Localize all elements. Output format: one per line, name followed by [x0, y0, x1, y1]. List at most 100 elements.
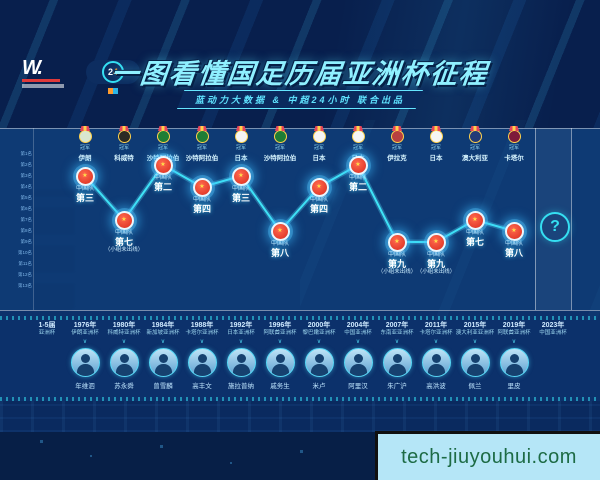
- champion-entry: 冠军日本: [297, 126, 341, 162]
- y-axis-label: 第5名: [20, 195, 32, 200]
- timeline-year: 2019年: [502, 322, 526, 329]
- pixel-dust: [40, 440, 43, 443]
- champion-tag: 冠军: [157, 145, 168, 151]
- coach-name: 高丰文: [192, 383, 212, 390]
- timeline-year: 1996年: [268, 322, 292, 329]
- point-team-label: 中国队: [387, 252, 406, 258]
- timeline-year: 2023年: [541, 322, 565, 329]
- y-axis-label: 第10名: [17, 250, 32, 255]
- flag-star-icon: ★: [277, 228, 283, 234]
- coach-name: 米卢: [312, 383, 326, 390]
- coach-photo: [382, 348, 412, 377]
- timeline-year: 1976年: [73, 322, 97, 329]
- timeline-column: 2011年 卡塔尔亚洲杯 ∨ 高洪波: [414, 322, 458, 390]
- y-axis-label: 第12名: [17, 272, 32, 277]
- champion-medal-icon: [390, 126, 404, 143]
- timeline-year: 1984年: [151, 322, 175, 329]
- timeline-column: 1976年 伊朗亚洲杯 ∨ 年维泗: [63, 322, 107, 390]
- coach-photo: [148, 348, 178, 377]
- coach-photo-torso: [466, 364, 484, 376]
- brand-logo-underline: [22, 79, 60, 82]
- china-flag-point: ★: [426, 232, 446, 252]
- timeline-column: 1984年 新加坡亚洲杯 ∨ 曾雪麟: [141, 322, 185, 390]
- point-team-label: 中国队: [309, 197, 328, 203]
- flag-star-icon: ★: [355, 162, 361, 168]
- timeline-column: 2015年 澳大利亚亚洲杯 ∨ 佩兰: [453, 322, 497, 390]
- champion-country: 日本: [429, 155, 443, 162]
- champion-medal-icon: [351, 126, 365, 143]
- medal-ribbon: [119, 126, 129, 131]
- champion-country: 伊朗: [78, 155, 92, 162]
- flag-star-icon: ★: [394, 239, 400, 245]
- champion-tag: 冠军: [274, 145, 285, 151]
- coach-photo-torso: [388, 364, 406, 376]
- timeline-column: 1-5届 亚洲杯: [25, 322, 69, 337]
- champion-country: 澳大利亚: [462, 155, 488, 162]
- brand-logo-subtext: [22, 84, 64, 88]
- point-label: 中国队 第二: [125, 175, 201, 192]
- champion-tag: 冠军: [79, 145, 90, 151]
- timeline-event: 黎巴嫩亚洲杯: [302, 330, 336, 336]
- china-flag-point: ★: [192, 177, 212, 197]
- champion-entry: 冠军日本: [219, 126, 263, 162]
- champion-entry: 冠军 卡塔尔: [492, 126, 536, 162]
- china-flag-point: ★: [387, 232, 407, 252]
- medal-ribbon: [470, 126, 480, 131]
- y-axis-label: 第11名: [18, 261, 32, 266]
- champion-medal-icon: [195, 126, 209, 143]
- point-team-label: 中国队: [75, 186, 94, 192]
- point-team-label: 中国队: [114, 230, 133, 236]
- timeline-column: 1988年 卡塔尔亚洲杯 ∨ 高丰文: [180, 322, 224, 390]
- coach-photo-head: [236, 354, 246, 363]
- point-team-label: 中国队: [465, 230, 484, 236]
- champion-entry: 冠军 伊拉克: [375, 126, 419, 162]
- timeline-column: 1980年 科威特亚洲杯 ∨ 苏永舜: [102, 322, 146, 390]
- y-axis-label: 第13名: [17, 283, 32, 288]
- timeline-event: 日本亚洲杯: [227, 330, 255, 336]
- point-label: 中国队 第九 （小组未出线）: [359, 252, 435, 276]
- coach-photo-head: [80, 354, 90, 363]
- timeline-column: 1996年 阿联酋亚洲杯 ∨ 戚务生: [258, 322, 302, 390]
- point-rank-label: 第八: [270, 248, 289, 258]
- champion-entry: 冠军沙特阿拉伯: [258, 126, 302, 162]
- coach-photo-torso: [310, 364, 328, 376]
- flag-star-icon: ★: [121, 217, 127, 223]
- point-label: 中国队 第七: [437, 230, 513, 247]
- medal-ribbon: [353, 126, 363, 131]
- china-flag-point: ★: [270, 221, 290, 241]
- coach-name: 苏永舜: [114, 383, 134, 390]
- timeline-event: 亚洲杯: [38, 330, 56, 336]
- coach-name: 佩兰: [468, 383, 482, 390]
- coach-photo: [304, 348, 334, 377]
- point-rank-label: 第八: [504, 248, 523, 258]
- pixel-dust: [300, 450, 303, 453]
- point-team-label: 中国队: [426, 252, 445, 258]
- point-rank-label: 第二: [153, 182, 172, 192]
- champion-tag: 冠军: [508, 145, 519, 151]
- chevron-down-icon: ∨: [355, 339, 361, 345]
- coach-photo-head: [197, 354, 207, 363]
- partner-flag-icon: [108, 88, 118, 94]
- china-flag-point: ★: [348, 155, 368, 175]
- coach-photo-head: [353, 354, 363, 363]
- 24-hours-badge-icon: 2 4: [102, 61, 124, 83]
- y-axis-label: 第4名: [20, 184, 32, 189]
- champion-country: 沙特阿拉伯: [185, 155, 219, 162]
- champion-country: 伊拉克: [387, 155, 407, 162]
- coach-photo-torso: [115, 364, 133, 376]
- future-question-mark: ?: [540, 212, 570, 242]
- coach-photo-head: [392, 354, 402, 363]
- chevron-down-icon: ∨: [238, 339, 244, 345]
- header-band: W. 2 4 一图看懂国足历届亚洲杯征程 蓝动力大数据 & 中超24小时 联合出…: [0, 0, 600, 128]
- timeline-event: 阿联酋亚洲杯: [263, 330, 297, 336]
- 2023-column-right-border: [571, 128, 572, 310]
- point-rank-label: 第四: [192, 204, 211, 214]
- site-watermark-text: tech-jiuyouhui.com: [401, 445, 577, 468]
- coach-photo-torso: [349, 364, 367, 376]
- coach-name: 高洪波: [426, 383, 446, 390]
- china-flag-point: ★: [231, 166, 251, 186]
- site-watermark-box: tech-jiuyouhui.com: [375, 431, 600, 480]
- coach-photo-head: [119, 354, 129, 363]
- champion-medal-icon: [273, 126, 287, 143]
